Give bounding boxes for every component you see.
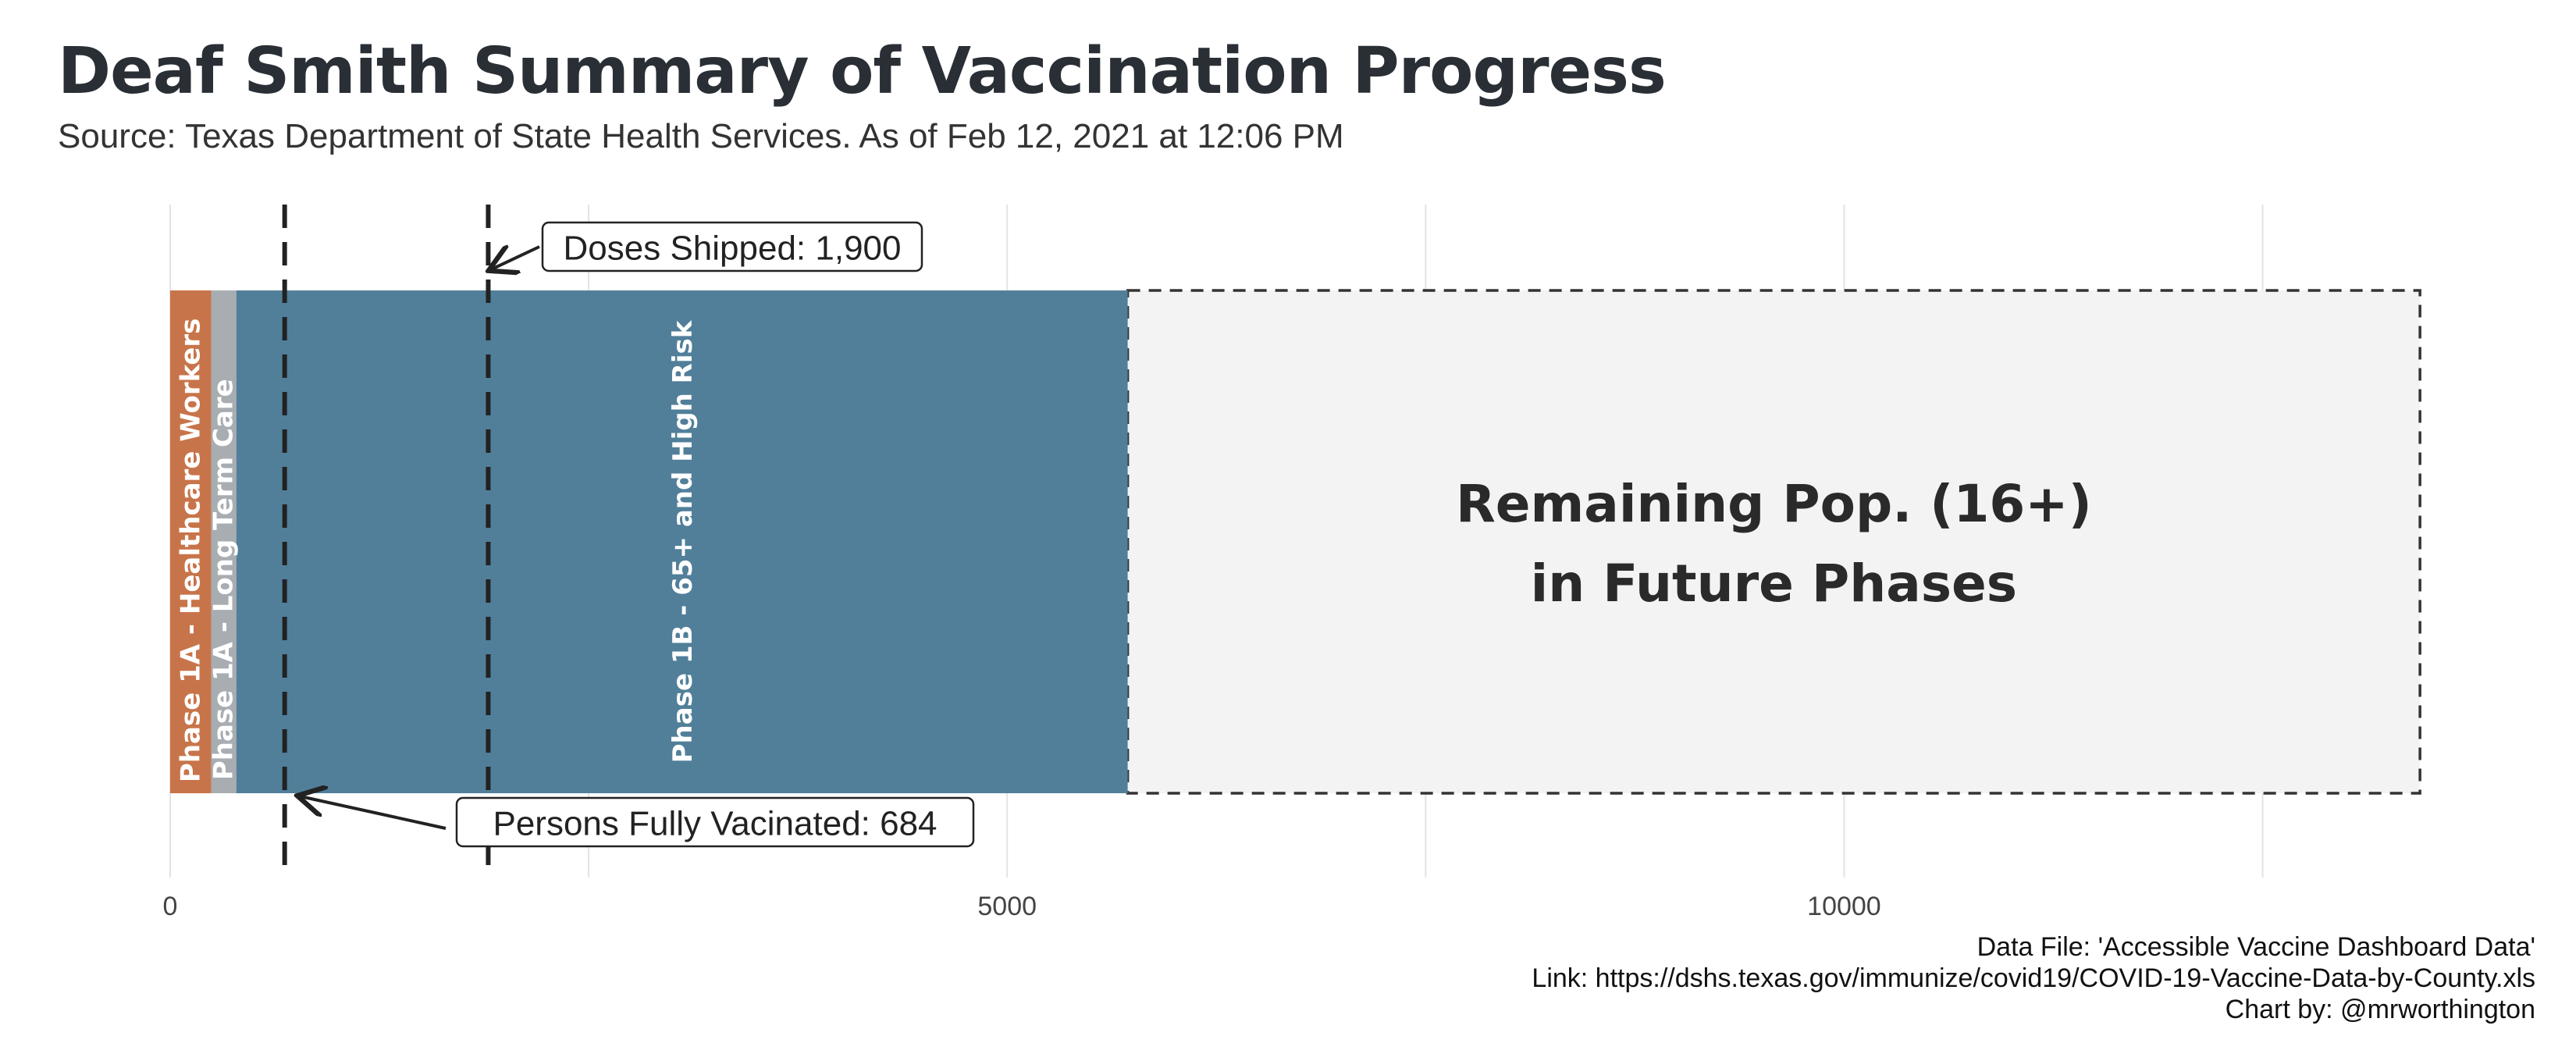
x-tick-label: 5000: [977, 892, 1037, 921]
tick-layer: 0 5000 10000: [163, 892, 1881, 921]
fully-vaccinated-label: Persons Fully Vacinated: 684: [493, 805, 937, 843]
footer-link: Link: https://dshs.texas.gov/immunize/co…: [1532, 963, 2535, 993]
segment-phase-1b-65-high-risk: [236, 290, 1128, 793]
remaining-population-box: [1126, 289, 2421, 795]
fully-vaccinated-label-box: [455, 796, 975, 848]
doses-shipped-label: Doses Shipped: 1,900: [564, 230, 902, 268]
segment-phase-1a-healthcare: [170, 290, 212, 793]
reference-layer: Doses Shipped: 1,900 Persons Fully Vacina…: [282, 205, 975, 878]
fully-vaccinated-arrow: [301, 796, 447, 830]
segment-label: Phase 1B - 65+ and High Risk: [667, 319, 699, 763]
segment-label: Phase 1A - Healthcare Workers: [175, 319, 206, 782]
doses-shipped-arrow: [491, 247, 540, 269]
x-tick-label: 0: [163, 892, 178, 921]
x-tick-label: 10000: [1807, 892, 1881, 921]
footer-data-file: Data File: 'Accessible Vaccine Dashboard…: [1976, 932, 2535, 962]
footer-credit: Chart by: @mrworthington: [2225, 995, 2535, 1024]
segment-phase-1a-long-term-care: [211, 290, 237, 793]
remaining-population-label-line2: in Future Phases: [1531, 554, 2017, 614]
bar-layer: Remaining Pop. (16+) in Future Phases Phas…: [170, 289, 2421, 795]
remaining-population-label-line1: Remaining Pop. (16+): [1456, 474, 2092, 534]
doses-shipped-label-box: [541, 221, 923, 272]
segment-label: Phase 1A - Long Term Care: [208, 379, 240, 780]
chart-subtitle: Source: Texas Department of State Health…: [58, 117, 1344, 155]
chart-title: Deaf Smith Summary of Vaccination Progre…: [58, 34, 1667, 109]
